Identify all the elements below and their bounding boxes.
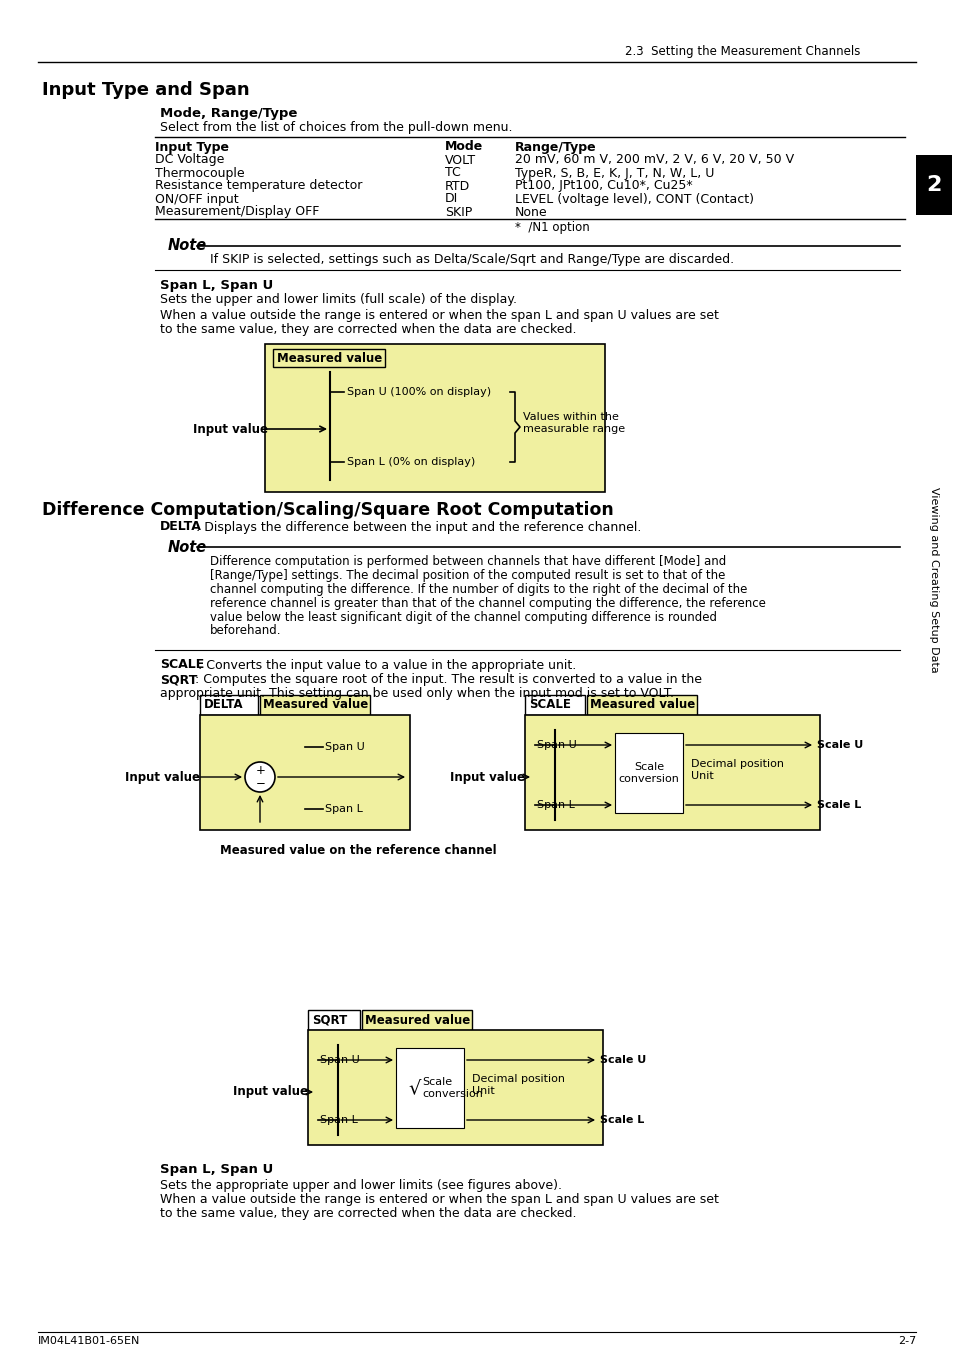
Text: Span L: Span L [319, 1115, 357, 1125]
Text: Note: Note [168, 239, 207, 254]
Text: TC: TC [444, 166, 460, 180]
Text: 20 mV, 60 m V, 200 mV, 2 V, 6 V, 20 V, 50 V: 20 mV, 60 m V, 200 mV, 2 V, 6 V, 20 V, 5… [515, 154, 793, 166]
Text: DI: DI [444, 193, 457, 205]
Text: IM04L41B01-65EN: IM04L41B01-65EN [38, 1336, 140, 1346]
Text: SCALE: SCALE [160, 659, 204, 671]
Text: Sets the upper and lower limits (full scale) of the display.: Sets the upper and lower limits (full sc… [160, 293, 517, 306]
Text: Input Type and Span: Input Type and Span [42, 81, 250, 99]
Text: to the same value, they are corrected when the data are checked.: to the same value, they are corrected wh… [160, 1207, 576, 1220]
Text: 2.3  Setting the Measurement Channels: 2.3 Setting the Measurement Channels [624, 46, 859, 58]
Text: reference channel is greater than that of the channel computing the difference, : reference channel is greater than that o… [210, 597, 765, 609]
Text: Difference Computation/Scaling/Square Root Computation: Difference Computation/Scaling/Square Ro… [42, 501, 613, 518]
Text: to the same value, they are corrected when the data are checked.: to the same value, they are corrected wh… [160, 323, 576, 336]
Text: Viewing and Creating Setup Data: Viewing and Creating Setup Data [928, 487, 938, 672]
Text: ON/OFF input: ON/OFF input [154, 193, 238, 205]
Text: DELTA: DELTA [204, 698, 243, 711]
Text: Scale L: Scale L [816, 801, 861, 810]
Text: −: − [255, 778, 266, 791]
Text: Span L (0% on display): Span L (0% on display) [347, 458, 475, 467]
Text: Input Type: Input Type [154, 140, 229, 154]
Bar [586, 695, 697, 716]
Bar [524, 695, 584, 716]
Text: Span U: Span U [537, 740, 577, 751]
Text: value below the least significant digit of the channel computing difference is r: value below the least significant digit … [210, 610, 717, 624]
Text: Measured value: Measured value [276, 351, 382, 364]
Text: Pt100, JPt100, Cu10*, Cu25*: Pt100, JPt100, Cu10*, Cu25* [515, 180, 692, 193]
Text: Span U (100% on display): Span U (100% on display) [347, 387, 491, 397]
Text: Note: Note [168, 540, 207, 555]
Text: √: √ [408, 1079, 420, 1098]
Bar [395, 1048, 463, 1129]
Text: 2-7: 2-7 [897, 1336, 915, 1346]
Text: Span L, Span U: Span L, Span U [160, 278, 273, 292]
Text: SQRT: SQRT [160, 674, 197, 687]
Text: Thermocouple: Thermocouple [154, 166, 244, 180]
Text: Scale U: Scale U [599, 1054, 645, 1065]
Text: DC Voltage: DC Voltage [154, 154, 224, 166]
Text: : Computes the square root of the input. The result is converted to a value in t: : Computes the square root of the input.… [194, 674, 701, 687]
Bar [615, 733, 682, 813]
Text: Measured value on the reference channel: Measured value on the reference channel [220, 844, 497, 856]
Text: None: None [515, 205, 547, 219]
Text: Measured value: Measured value [263, 698, 368, 711]
Bar [273, 350, 385, 367]
Text: : Converts the input value to a value in the appropriate unit.: : Converts the input value to a value in… [198, 659, 576, 671]
Text: : Displays the difference between the input and the reference channel.: : Displays the difference between the in… [195, 521, 640, 533]
Text: *  /N1 option: * /N1 option [515, 221, 589, 235]
Bar [361, 1010, 472, 1030]
Text: SCALE: SCALE [529, 698, 570, 711]
Text: appropriate unit. This setting can be used only when the input mod is set to VOL: appropriate unit. This setting can be us… [160, 687, 673, 701]
Text: Scale U: Scale U [816, 740, 862, 751]
Text: Input value: Input value [450, 771, 524, 783]
Text: Span U: Span U [319, 1054, 359, 1065]
Text: Measured value: Measured value [365, 1014, 470, 1026]
Bar [308, 1030, 602, 1145]
Text: Span L, Span U: Span L, Span U [160, 1164, 273, 1176]
Text: RTD: RTD [444, 180, 470, 193]
Text: Mode: Mode [444, 140, 483, 154]
Text: Select from the list of choices from the pull-down menu.: Select from the list of choices from the… [160, 122, 512, 135]
Text: Scale L: Scale L [599, 1115, 643, 1125]
Text: beforehand.: beforehand. [210, 625, 281, 637]
Text: SKIP: SKIP [444, 205, 472, 219]
Text: Scale
conversion: Scale conversion [421, 1077, 482, 1099]
Bar [200, 716, 410, 830]
Text: DELTA: DELTA [160, 521, 202, 533]
Bar [260, 695, 370, 716]
Bar [915, 155, 951, 215]
Text: If SKIP is selected, settings such as Delta/Scale/Sqrt and Range/Type are discar: If SKIP is selected, settings such as De… [210, 254, 734, 266]
Bar [308, 1010, 359, 1030]
Text: VOLT: VOLT [444, 154, 476, 166]
Text: Decimal position
Unit: Decimal position Unit [472, 1075, 564, 1096]
Text: [Range/Type] settings. The decimal position of the computed result is set to tha: [Range/Type] settings. The decimal posit… [210, 568, 724, 582]
Text: Measurement/Display OFF: Measurement/Display OFF [154, 205, 319, 219]
Text: +: + [255, 764, 266, 776]
Bar [200, 695, 257, 716]
Text: When a value outside the range is entered or when the span L and span U values a: When a value outside the range is entere… [160, 1193, 719, 1207]
Text: channel computing the difference. If the number of digits to the right of the de: channel computing the difference. If the… [210, 582, 746, 595]
Text: LEVEL (voltage level), CONT (Contact): LEVEL (voltage level), CONT (Contact) [515, 193, 753, 205]
Bar [265, 344, 604, 491]
Text: Span U: Span U [325, 743, 364, 752]
Text: SQRT: SQRT [312, 1014, 347, 1026]
Text: When a value outside the range is entered or when the span L and span U values a: When a value outside the range is entere… [160, 309, 719, 321]
Text: Decimal position
Unit: Decimal position Unit [690, 759, 783, 780]
Text: Input value: Input value [233, 1085, 308, 1099]
Text: Difference computation is performed between channels that have different [Mode] : Difference computation is performed betw… [210, 555, 725, 567]
Text: 2: 2 [925, 176, 941, 194]
Circle shape [245, 761, 274, 792]
Text: Span L: Span L [325, 805, 362, 814]
Text: Input value: Input value [125, 771, 200, 783]
Text: Mode, Range/Type: Mode, Range/Type [160, 107, 297, 120]
Text: Range/Type: Range/Type [515, 140, 596, 154]
Text: Values within the
measurable range: Values within the measurable range [522, 412, 624, 433]
Text: Sets the appropriate upper and lower limits (see figures above).: Sets the appropriate upper and lower lim… [160, 1179, 561, 1192]
Text: Span L: Span L [537, 801, 575, 810]
Bar [524, 716, 820, 830]
Text: TypeR, S, B, E, K, J, T, N, W, L, U: TypeR, S, B, E, K, J, T, N, W, L, U [515, 166, 714, 180]
Text: Measured value: Measured value [589, 698, 695, 711]
Text: Input value: Input value [193, 423, 268, 436]
Text: Resistance temperature detector: Resistance temperature detector [154, 180, 362, 193]
Text: Scale
conversion: Scale conversion [618, 763, 679, 784]
